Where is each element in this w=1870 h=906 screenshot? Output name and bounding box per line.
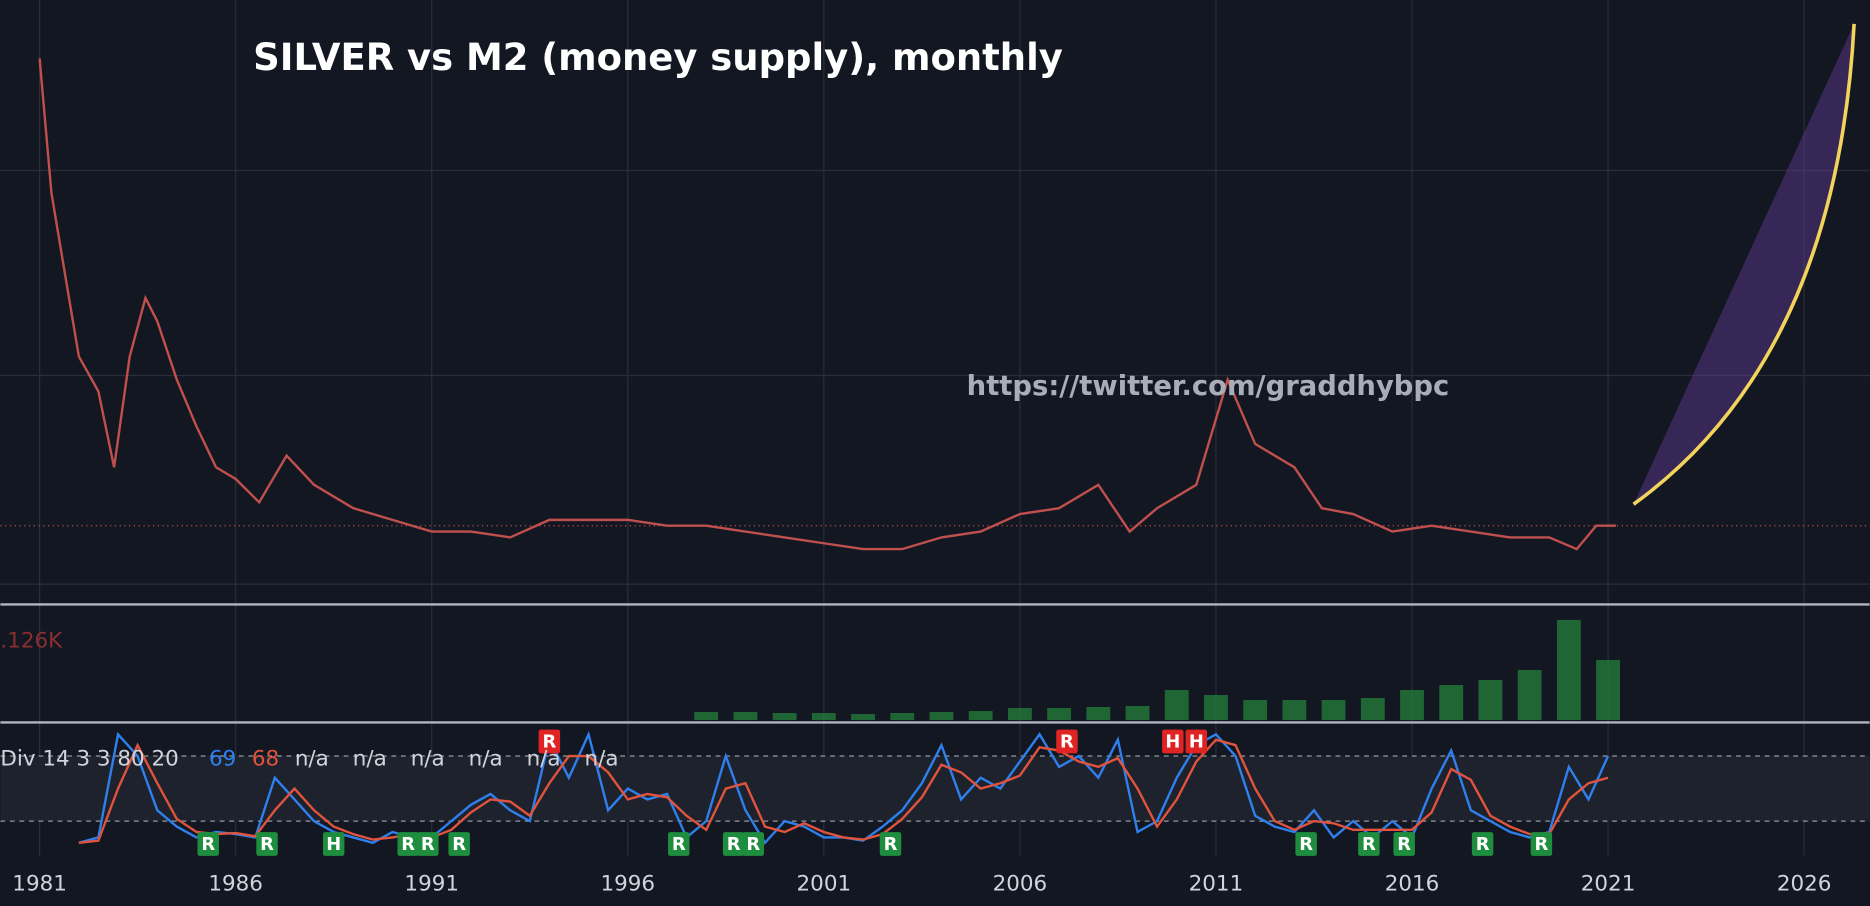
x-tick-label: 2021 xyxy=(1581,872,1636,897)
divergence-marker xyxy=(722,832,745,856)
volume-bar xyxy=(968,711,993,721)
oscillator-na: n/a xyxy=(527,746,561,771)
x-tick-label: 1981 xyxy=(12,872,67,897)
divergence-label: R xyxy=(1535,834,1549,855)
volume-bar xyxy=(1517,669,1542,721)
oscillator-band xyxy=(0,755,1870,822)
divergence-label: R xyxy=(260,834,274,855)
volume-bar xyxy=(1243,700,1268,721)
divergence-label: H xyxy=(1189,732,1204,753)
projection-curve xyxy=(1632,23,1856,506)
volume-bar xyxy=(1007,708,1032,721)
oscillator-legend: Div 14 3 3 80 20 xyxy=(0,746,178,771)
divergence-marker xyxy=(1185,729,1208,754)
divergence-marker xyxy=(1162,729,1184,754)
volume-bar xyxy=(1086,707,1111,721)
divergence-label: R xyxy=(542,732,556,753)
volume-bar xyxy=(811,713,836,721)
divergence-marker xyxy=(1358,832,1380,856)
oscillator-na: n/a xyxy=(353,746,387,771)
oscillator-na: n/a xyxy=(295,746,329,771)
volume-bar xyxy=(1282,700,1307,721)
volume-bar xyxy=(733,712,758,721)
divergence-label: R xyxy=(401,834,415,855)
x-tick-label: 2006 xyxy=(993,872,1048,897)
divergence-marker xyxy=(197,832,219,856)
volume-bar xyxy=(1360,698,1385,721)
divergence-label: R xyxy=(884,834,898,855)
x-tick-label: 1996 xyxy=(600,872,655,897)
divergence-marker xyxy=(1471,832,1494,856)
divergence-label: R xyxy=(1362,834,1376,855)
volume-bar xyxy=(694,712,719,721)
volume-bar xyxy=(772,713,797,721)
divergence-marker xyxy=(322,832,345,856)
divergence-label: H xyxy=(1165,732,1180,753)
volume-bar xyxy=(1596,659,1620,721)
divergence-marker xyxy=(538,729,561,754)
divergence-label: R xyxy=(1476,834,1490,855)
watermark: https://twitter.com/graddhybpc xyxy=(967,371,1450,402)
volume-bar xyxy=(1439,684,1464,721)
divergence-label: R xyxy=(201,834,215,855)
divergence-label: R xyxy=(452,834,466,855)
volume-bar xyxy=(1478,679,1503,721)
divergence-marker xyxy=(742,832,764,856)
divergence-marker xyxy=(879,832,902,856)
oscillator-na: n/a xyxy=(411,746,445,771)
divergence-label: R xyxy=(672,834,686,855)
divergence-label: R xyxy=(1397,834,1411,855)
marks xyxy=(0,58,1870,856)
volume-bar xyxy=(1164,689,1189,721)
volume-bar xyxy=(851,714,875,721)
oscillator-line xyxy=(78,738,1609,845)
divergence-label: R xyxy=(727,834,741,855)
x-tick-label: 1986 xyxy=(208,872,263,897)
divergence-label: H xyxy=(326,834,341,855)
volume-bar xyxy=(1400,689,1424,721)
oscillator-reading: 69 xyxy=(209,746,236,771)
divergence-label: R xyxy=(421,834,435,855)
chart-title: SILVER vs M2 (money supply), monthly xyxy=(253,36,1063,79)
oscillator-na: n/a xyxy=(469,746,503,771)
volume-label: .126K xyxy=(0,628,63,653)
volume-bar xyxy=(1125,706,1150,721)
divergence-marker xyxy=(668,832,690,856)
price-series xyxy=(38,58,1616,551)
oscillator-reading: 68 xyxy=(252,746,279,771)
divergence-marker xyxy=(417,832,439,856)
projection-fill xyxy=(1633,23,1855,505)
x-tick-label: 2001 xyxy=(797,872,852,897)
x-tick-label: 2016 xyxy=(1385,872,1440,897)
oscillator-na: n/a xyxy=(585,746,619,771)
divergence-marker xyxy=(448,832,470,856)
divergence-label: R xyxy=(1060,732,1074,753)
volume-bar xyxy=(890,713,915,721)
divergence-marker xyxy=(1295,832,1317,856)
x-tick-label: 2011 xyxy=(1189,872,1244,897)
volume-bar xyxy=(1204,694,1228,721)
x-tick-label: 2026 xyxy=(1777,872,1832,897)
divergence-marker xyxy=(1393,832,1415,856)
divergence-marker xyxy=(1530,832,1553,856)
h-grid xyxy=(0,169,1870,585)
divergence-marker xyxy=(1056,729,1078,754)
divergence-label: R xyxy=(1299,834,1313,855)
divergence-marker xyxy=(397,832,419,856)
volume-bar xyxy=(929,712,954,721)
volume-bar xyxy=(1556,619,1581,721)
x-tick-label: 1991 xyxy=(404,872,459,897)
divergence-marker xyxy=(256,832,278,856)
divergence-label: R xyxy=(746,834,760,855)
volume-bar xyxy=(1321,700,1346,721)
volume-bar xyxy=(1047,708,1072,721)
